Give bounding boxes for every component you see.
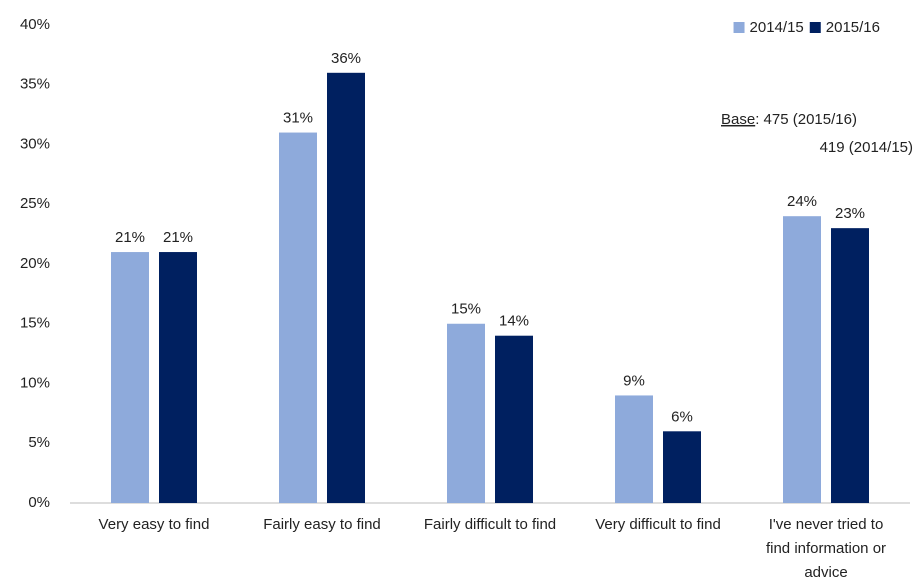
y-tick-label: 5% (28, 434, 50, 451)
bar (831, 228, 869, 503)
y-tick-label: 40% (20, 16, 50, 33)
data-label: 23% (835, 205, 865, 222)
bar (663, 431, 701, 503)
y-tick-label: 25% (20, 195, 50, 212)
bar (111, 252, 149, 503)
legend-swatch (733, 22, 745, 33)
y-tick-label: 30% (20, 135, 50, 152)
y-tick-label: 35% (20, 76, 50, 93)
y-tick-label: 15% (20, 315, 50, 332)
x-tick-label: Very difficult to find (595, 516, 721, 533)
x-tick-label: Very easy to find (99, 516, 210, 533)
data-label: 6% (671, 408, 693, 425)
x-tick-label: Fairly easy to find (263, 516, 381, 533)
y-tick-label: 0% (28, 494, 50, 511)
data-label: 14% (499, 313, 529, 330)
data-label: 21% (115, 229, 145, 246)
data-label: 31% (283, 110, 313, 127)
x-tick-label: Fairly difficult to find (424, 516, 556, 533)
data-label: 15% (451, 301, 481, 318)
data-label: 21% (163, 229, 193, 246)
legend-label: 2014/15 (750, 19, 804, 36)
y-tick-label: 10% (20, 374, 50, 391)
annotation-label: Base (721, 111, 755, 128)
bar (159, 252, 197, 503)
bar (447, 323, 485, 503)
data-label: 9% (623, 372, 645, 389)
legend-swatch (809, 22, 821, 33)
annotation-text: : 475 (2015/16) (755, 111, 857, 128)
annotation-text: 419 (2014/15) (820, 139, 913, 156)
bar (279, 132, 317, 504)
bar (615, 395, 653, 503)
bar (495, 335, 533, 503)
bar (783, 216, 821, 503)
y-tick-label: 20% (20, 255, 50, 272)
data-label: 36% (331, 50, 361, 67)
x-tick-label: I've never tried to find information or ad… (766, 516, 886, 581)
legend-label: 2015/16 (826, 19, 880, 36)
bar (327, 72, 365, 504)
data-label: 24% (787, 193, 817, 210)
